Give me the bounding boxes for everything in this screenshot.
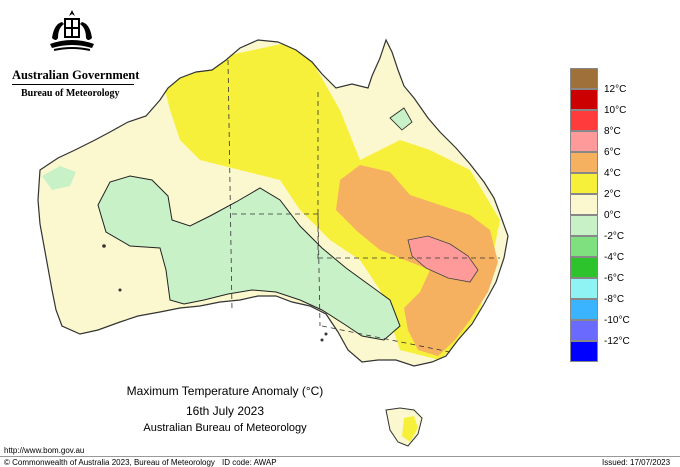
legend-label: 12°C [604, 84, 627, 95]
state-borders [227, 59, 500, 353]
tasmania [385, 407, 423, 447]
footer-divider [0, 456, 680, 457]
legend-label: 6°C [604, 147, 621, 158]
legend-label: 10°C [604, 105, 627, 116]
legend-swatch [570, 320, 598, 341]
two-to-four-degree-zone [160, 40, 500, 360]
coastline [37, 38, 509, 367]
legend-label: -8°C [604, 294, 625, 305]
legend-swatch [570, 215, 598, 236]
legend-label: 4°C [604, 168, 621, 179]
legend-swatch [570, 131, 598, 152]
coat-of-arms-icon [50, 10, 94, 51]
issued-date: Issued: 17/07/2023 [602, 458, 671, 467]
legend-label: -10°C [604, 315, 630, 326]
cool-patch [42, 166, 76, 190]
legend-label: 2°C [604, 189, 621, 200]
wa-border [227, 59, 233, 311]
legend-swatch [570, 236, 598, 257]
legend-swatch [570, 194, 598, 215]
legend-label: -2°C [604, 231, 625, 242]
government-logo: Australian Government Bureau of Meteorol… [8, 8, 140, 100]
below-zero-degree-zone [97, 175, 401, 341]
legend-label: -4°C [604, 252, 625, 263]
anomaly-map [37, 38, 509, 447]
legend-label: -6°C [604, 273, 625, 284]
sa-nsw-border [317, 213, 321, 327]
map-title: Maximum Temperature Anomaly (°C) [126, 384, 324, 398]
nsw-vic-border [321, 325, 451, 353]
legend-swatch [570, 173, 598, 194]
copyright-text: © Commonwealth of Australia 2023, Bureau… [4, 458, 215, 467]
legend-swatch [570, 341, 598, 362]
website-link[interactable]: http://www.bom.gov.au [4, 446, 85, 455]
map-source: Australian Bureau of Meteorology [143, 422, 307, 434]
legend-swatch [570, 278, 598, 299]
legend-label: -12°C [604, 336, 630, 347]
legend-swatch [570, 89, 598, 110]
agency-name: Bureau of Meteorology [21, 88, 120, 99]
legend-swatch [570, 299, 598, 320]
legend-label: 8°C [604, 126, 621, 137]
map-date: 16th July 2023 [185, 404, 265, 418]
legend-swatch [570, 110, 598, 131]
government-name: Australian Government [12, 68, 140, 82]
legend-label: 0°C [604, 210, 621, 221]
logo-divider [12, 84, 134, 85]
id-code: ID code: AWAP [222, 458, 277, 467]
island-markers [102, 244, 328, 342]
six-degree-zone [407, 235, 479, 283]
legend-swatch [570, 68, 598, 89]
legend-swatch [570, 257, 598, 278]
cool-patch [389, 107, 413, 131]
legend-swatch [570, 152, 598, 173]
